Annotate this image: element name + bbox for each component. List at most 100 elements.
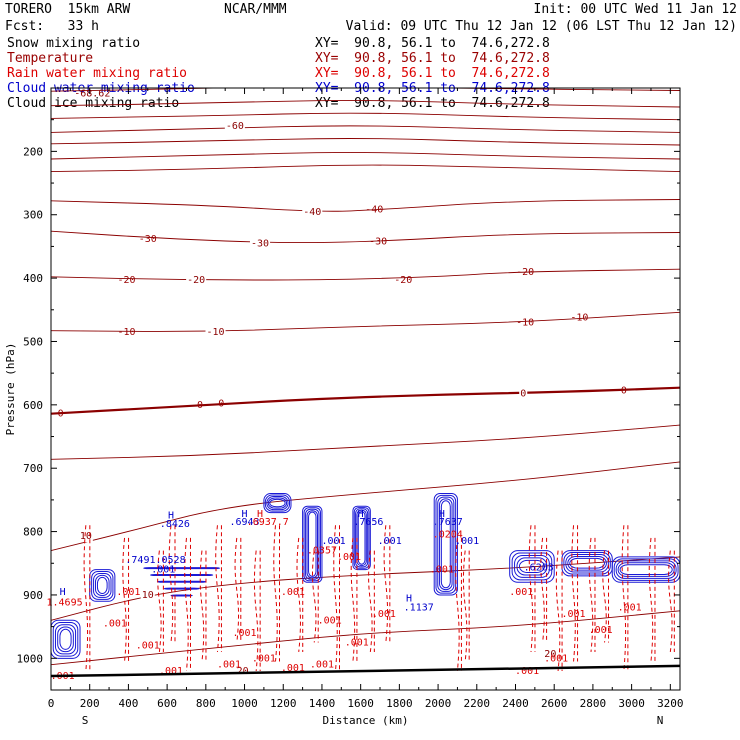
- rain-water-contour: [215, 525, 220, 653]
- rain-water-contour: [383, 525, 389, 643]
- contour-label: .001: [544, 653, 568, 664]
- contour-label: .6203: [524, 563, 554, 574]
- contour-label: .7656: [353, 517, 383, 528]
- cloud-water-contour: [52, 622, 79, 657]
- x-tick-label: 400: [118, 697, 138, 710]
- cloud-water-contour: [567, 555, 607, 571]
- contour-label: .001: [562, 609, 586, 620]
- temperature-contour: [51, 424, 680, 460]
- contour-label-bg: [224, 121, 245, 133]
- y-tick-label: 1000: [17, 652, 44, 665]
- rain-water-contour: [621, 525, 627, 672]
- contour-label: 0: [58, 409, 64, 420]
- x-tick-label: 2800: [580, 697, 607, 710]
- rain-water-contour: [350, 537, 356, 662]
- temperature-contour: [51, 112, 680, 121]
- contour-label: 10: [80, 531, 92, 542]
- contour-label: 20: [237, 666, 249, 677]
- cloud-water-contour: [91, 571, 114, 600]
- temperature-contour: [51, 125, 680, 133]
- temperature-contour: [51, 461, 680, 552]
- cloud-water-contour: [357, 511, 366, 565]
- cloud-water-contour: [266, 495, 289, 511]
- rain-water-contour: [668, 550, 673, 653]
- contour-label-bg: [78, 531, 93, 543]
- cloud-water-contour: [303, 507, 321, 582]
- x-tick-label: 600: [157, 697, 177, 710]
- contour-label: 20: [544, 649, 556, 660]
- contour-label: .001: [310, 660, 334, 671]
- contour-label: H: [439, 509, 445, 520]
- rain-water-contour: [168, 525, 174, 643]
- x-tick-label: 1200: [270, 697, 297, 710]
- contour-label: .6937.7: [247, 517, 289, 528]
- contour-label: 10: [142, 590, 154, 601]
- endpoint-right: N: [657, 714, 664, 727]
- x-tick-label: 2200: [464, 697, 491, 710]
- header-valid: Valid: 09 UTC Thu 12 Jan 12 (06 LST Thu …: [345, 19, 737, 34]
- rain-water-contour: [571, 525, 576, 662]
- temperature-contour: [51, 152, 680, 160]
- y-tick-label: 300: [23, 209, 43, 222]
- x-tick-label: 2600: [541, 697, 568, 710]
- cloud-water-contour: [353, 507, 370, 569]
- endpoint-left: S: [82, 714, 89, 727]
- contour-label: -10: [117, 327, 135, 338]
- temperature-contour: [51, 386, 680, 415]
- contour-label: -20: [394, 275, 412, 286]
- cloud-water-contour: [51, 619, 81, 659]
- surface-line: [50, 664, 681, 678]
- contour-label: -68.62: [74, 89, 110, 100]
- y-axis-title: Pressure (hPa): [4, 343, 17, 436]
- rain-water-contour: [312, 550, 317, 643]
- y-tick-label: 800: [23, 526, 43, 539]
- header-model: TORERO 15km ARW: [5, 2, 131, 17]
- contour-label: .001: [509, 587, 533, 598]
- x-tick-label: 0: [48, 697, 55, 710]
- y-tick-label: 700: [23, 462, 43, 475]
- cloud-water-contour: [617, 562, 675, 577]
- header-init: Init: 00 UTC Wed 11 Jan 12: [533, 2, 738, 17]
- contour-label-bg: [249, 238, 271, 250]
- x-tick-label: 3200: [657, 697, 684, 710]
- legend-xy: XY= 90.8, 56.1 to 74.6,272.8: [315, 66, 550, 81]
- contour-label: .001: [589, 625, 613, 636]
- rain-water-contour: [540, 537, 545, 643]
- cloud-water-contour: [439, 498, 453, 591]
- x-tick-label: 1400: [309, 697, 336, 710]
- contour-label: H: [406, 594, 412, 605]
- contour-label: .001: [281, 587, 305, 598]
- contour-label: .001: [217, 660, 241, 671]
- cloud-water-contour: [143, 567, 221, 570]
- temperature-contour: [51, 311, 680, 332]
- legend-xy: XY= 90.8, 56.1 to 74.6,272.8: [315, 36, 550, 51]
- cloud-water-contour: [569, 557, 605, 569]
- contour-label-bg: [543, 648, 558, 660]
- contour-label: 0: [218, 399, 224, 410]
- contour-label: .1137: [404, 603, 434, 614]
- temperature-contour: [51, 100, 680, 108]
- cloud-water-contour: [305, 508, 320, 580]
- cloud-water-contour: [269, 498, 286, 508]
- x-tick-label: 1000: [231, 697, 258, 710]
- contour-label: -10: [516, 317, 534, 328]
- contour-label-bg: [186, 275, 207, 287]
- contour-label: .6943: [229, 517, 259, 528]
- temperature-contour: [51, 230, 680, 244]
- contour-label: .001: [136, 641, 160, 652]
- plot-frame: [50, 87, 681, 691]
- rain-water-contour: [122, 537, 127, 662]
- cloud-water-contour: [150, 573, 214, 576]
- temperature-contour: [51, 610, 680, 666]
- contour-label: -40: [365, 205, 383, 216]
- cloud-water-contour: [619, 564, 673, 575]
- rain-water-contour: [588, 537, 594, 653]
- contour-label: 1.4695: [46, 598, 82, 609]
- rain-water-contour: [199, 550, 205, 662]
- contour-label: 0: [520, 388, 526, 399]
- contour-label: -30: [369, 236, 387, 247]
- contour-label: H: [358, 509, 364, 520]
- x-tick-label: 2400: [502, 697, 529, 710]
- contour-label: H: [168, 511, 174, 522]
